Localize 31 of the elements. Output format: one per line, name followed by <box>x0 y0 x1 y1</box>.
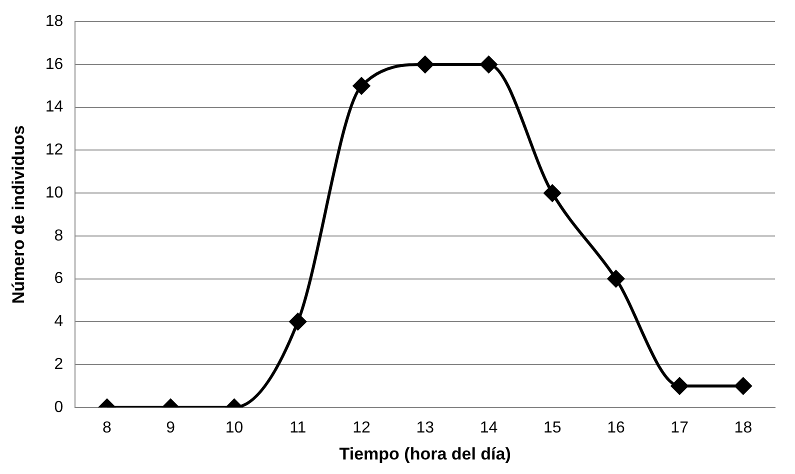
point <box>480 56 498 73</box>
x-tick-label: 17 <box>670 419 689 436</box>
x-tick-label: 8 <box>102 419 112 436</box>
x-axis-title: Tiempo (hora del día) <box>339 444 511 464</box>
y-tick-label: 12 <box>45 142 64 159</box>
y-tick-label: 18 <box>45 13 64 30</box>
x-tick-label: 11 <box>290 419 306 436</box>
x-tick-label: 18 <box>734 419 752 436</box>
y-tick-label: 16 <box>45 56 64 73</box>
y-axis-title: Número de individuos <box>8 125 28 304</box>
y-tick-label: 14 <box>45 98 64 116</box>
y-tick-label: 4 <box>54 313 64 330</box>
y-tick-label: 10 <box>45 184 64 202</box>
x-tick-label: 9 <box>166 419 176 436</box>
y-tick-label: 6 <box>54 270 64 288</box>
point <box>289 313 306 330</box>
point <box>734 377 752 394</box>
y-tick-label: 8 <box>54 227 64 244</box>
x-tick-label: 16 <box>607 419 625 436</box>
x-tick-label: 12 <box>352 419 370 436</box>
x-tick-label: 15 <box>543 419 562 436</box>
point <box>352 77 370 94</box>
point <box>416 56 434 73</box>
x-tick-label: 10 <box>225 419 244 436</box>
x-tick-label: 14 <box>480 419 498 436</box>
point <box>544 184 561 202</box>
x-tick-label: 13 <box>416 419 434 436</box>
y-tick-label: 2 <box>54 356 64 373</box>
point <box>607 270 624 288</box>
point <box>671 377 688 394</box>
y-tick-label: 0 <box>54 398 64 416</box>
